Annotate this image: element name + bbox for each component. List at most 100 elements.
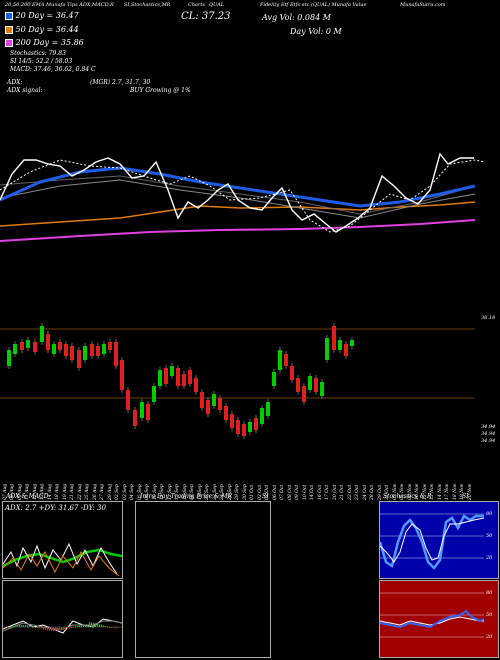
macd-bar (9, 627, 11, 628)
candle (96, 346, 100, 356)
macd-bar (107, 626, 109, 628)
candle (90, 344, 94, 356)
date-label: 09 Oct (295, 484, 301, 500)
candle (52, 344, 56, 354)
day-volume: Day Vol: 0 M (290, 27, 342, 36)
stochastics-value: Stochastics: 79.83 (10, 50, 66, 57)
close-price: CL: 37.23 (181, 11, 231, 22)
candle (102, 344, 106, 354)
candle (120, 360, 124, 390)
date-label: 02 Sep (115, 484, 121, 500)
adx-values: (MGR) 2.7, 31.7, 30 (90, 79, 151, 86)
adx-signal-label: ADX signal: (7, 87, 43, 94)
candle (308, 376, 312, 390)
macd-bar (45, 627, 47, 630)
date-label: 03 Sep (122, 484, 128, 500)
candle (200, 392, 204, 408)
macd-bar (47, 627, 49, 631)
macd-bar (19, 625, 21, 627)
si-blue-line (380, 609, 485, 629)
date-label: 20 Oct (332, 484, 338, 500)
candle (290, 366, 294, 380)
macd-bar (89, 622, 91, 627)
macd-svg (3, 618, 122, 634)
date-label: 06 Oct (272, 484, 278, 500)
adx-label: ADX: (7, 79, 23, 86)
chart-title: Charts (188, 2, 205, 8)
candle (64, 344, 68, 356)
adx-readout: ADX: 2.7 +DY: 31.67 -DY: 30 (5, 504, 106, 512)
date-label: 28 Oct (370, 484, 376, 500)
adx-signal-value: BUY Growing @ 1% (130, 87, 191, 94)
price-panel (0, 320, 500, 445)
date-label: 30 Sep (242, 484, 248, 500)
date-label: 14 Oct (310, 484, 316, 500)
macd-bar (111, 627, 113, 628)
date-label: 14 Aug (47, 483, 53, 500)
candle (248, 422, 252, 432)
candle (114, 342, 118, 366)
avg-volume: Avg Vol: 0.084 M (262, 13, 331, 22)
candle (206, 400, 210, 414)
date-label: 17 Oct (325, 484, 331, 500)
macd-bar (41, 627, 43, 629)
dotted-line (0, 159, 486, 233)
candles-svg (0, 323, 475, 439)
candle (302, 386, 306, 402)
macd-bar (91, 622, 93, 627)
macd-bar (51, 627, 53, 631)
date-label: 18 Aug (55, 483, 61, 500)
ema200-swatch (5, 39, 13, 47)
macd-panel (2, 580, 123, 658)
candle (70, 346, 74, 360)
stoch-tick-80: 80 (486, 511, 493, 517)
adx-white-line (3, 542, 118, 575)
candle (158, 370, 162, 386)
macd-bar (21, 625, 23, 627)
macd-bar (43, 627, 45, 630)
macd-bar (69, 627, 71, 629)
candle (77, 350, 81, 368)
macd-bar (35, 626, 37, 628)
candle (212, 394, 216, 406)
candle (33, 342, 37, 352)
macd-bar (29, 625, 31, 627)
macd-bar (67, 627, 69, 629)
macd-bar (87, 625, 89, 627)
date-label: 23 Oct (355, 484, 361, 500)
date-label: 07 Oct (280, 484, 286, 500)
date-label: 25 Aug (85, 483, 91, 500)
candle (176, 368, 180, 386)
macd-bar (59, 627, 61, 631)
date-label: 04 Sep (130, 484, 136, 500)
intraday-panel (135, 501, 271, 658)
price-bottom-label-2: 34.94 (481, 431, 496, 437)
candle (272, 372, 276, 386)
ema50-legend: 50 Day = 36.44 (5, 25, 79, 34)
date-label: 22 Oct (347, 484, 353, 500)
studies-title: 20,50,200 EMA Munafa Tips ADX,MACD,R (5, 2, 114, 8)
candle (320, 382, 324, 396)
macd-bar (101, 624, 103, 627)
candle (224, 406, 228, 420)
adx-panel: ADX: 2.7 +DY: 31.67 -DY: 30 (2, 501, 123, 579)
candle (350, 340, 354, 346)
candle (7, 350, 11, 366)
macd-bar (55, 627, 57, 631)
macd-bar (83, 625, 85, 627)
ema200-legend: 200 Day = 35.86 (5, 38, 84, 47)
macd-bar (115, 627, 117, 628)
macd-bar (93, 622, 95, 627)
date-label: 19 Aug (62, 483, 68, 500)
si-white-line (380, 616, 484, 626)
stoch-si-label: SI (462, 493, 469, 500)
macd-bar (11, 626, 13, 628)
gray-line-1 (0, 175, 476, 215)
candle (164, 368, 168, 384)
date-label: 14 Nov (437, 483, 443, 500)
candle (314, 378, 318, 392)
macd-bar (53, 627, 55, 631)
candle (108, 342, 112, 350)
date-label: 29 Oct (377, 484, 383, 500)
ema50-label: 50 Day = 36.44 (15, 25, 79, 34)
